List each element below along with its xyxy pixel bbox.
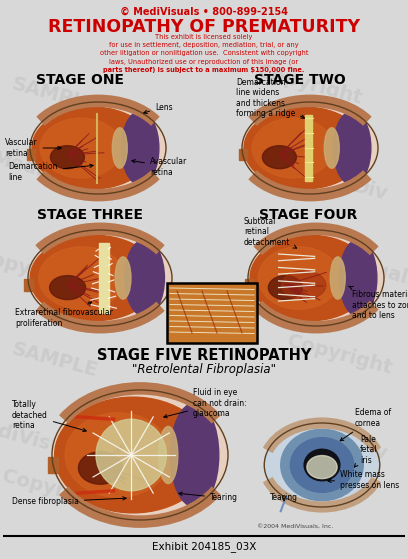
Bar xyxy=(27,149,35,160)
Ellipse shape xyxy=(268,276,302,300)
Text: Tearing: Tearing xyxy=(179,492,238,503)
Ellipse shape xyxy=(248,230,384,326)
Text: STAGE FIVE RETINOPATHY: STAGE FIVE RETINOPATHY xyxy=(97,348,311,363)
Text: Demarcation
line: Demarcation line xyxy=(8,162,93,182)
Ellipse shape xyxy=(242,102,378,194)
Text: Fibrous material
attaches to zonules
and to lens: Fibrous material attaches to zonules and… xyxy=(348,286,408,320)
Text: SAMPLE: SAMPLE xyxy=(10,74,100,116)
Text: STAGE FOUR: STAGE FOUR xyxy=(259,208,357,222)
Text: Tearing: Tearing xyxy=(270,494,298,503)
Ellipse shape xyxy=(281,429,363,501)
Ellipse shape xyxy=(262,146,296,169)
Ellipse shape xyxy=(333,111,371,185)
Ellipse shape xyxy=(290,438,354,492)
Ellipse shape xyxy=(65,413,171,498)
Text: SAMPLE: SAMPLE xyxy=(270,470,360,510)
Ellipse shape xyxy=(52,390,228,520)
Ellipse shape xyxy=(171,403,219,507)
Text: Vascular
retina: Vascular retina xyxy=(5,138,61,158)
Text: Copyright: Copyright xyxy=(0,467,110,513)
Text: This exhibit is licensed solely: This exhibit is licensed solely xyxy=(155,34,253,40)
Text: Exhibit 204185_03X: Exhibit 204185_03X xyxy=(152,541,256,552)
Text: Pale
fetal
iris: Pale fetal iris xyxy=(355,435,377,467)
Ellipse shape xyxy=(30,235,158,321)
Text: Copyright: Copyright xyxy=(255,62,365,108)
Ellipse shape xyxy=(304,449,340,481)
Ellipse shape xyxy=(250,235,371,321)
Text: STAGE TWO: STAGE TWO xyxy=(254,73,346,87)
Text: Extraretinal fibrovascular
proliferation: Extraretinal fibrovascular proliferation xyxy=(15,302,113,328)
Ellipse shape xyxy=(51,146,84,169)
Ellipse shape xyxy=(50,276,86,300)
Text: Avascular
retina: Avascular retina xyxy=(132,157,187,177)
Ellipse shape xyxy=(39,247,125,309)
Ellipse shape xyxy=(40,118,122,178)
Text: MediVisuals: MediVisuals xyxy=(289,239,408,291)
Text: White mass
presses on lens: White mass presses on lens xyxy=(328,470,399,490)
Text: Dense fibroplasia: Dense fibroplasia xyxy=(12,497,126,506)
Text: Edema of
cornea: Edema of cornea xyxy=(340,408,391,441)
Text: "Retrolental Fibroplasia": "Retrolental Fibroplasia" xyxy=(132,363,276,376)
Ellipse shape xyxy=(282,271,326,300)
Text: Demarcation
line widens
and thickens
forming a ridge: Demarcation line widens and thickens for… xyxy=(236,78,304,118)
Text: MediVisuals: MediVisuals xyxy=(0,414,96,466)
Ellipse shape xyxy=(258,247,340,309)
Bar xyxy=(305,115,312,181)
Ellipse shape xyxy=(122,111,159,185)
Ellipse shape xyxy=(28,230,172,326)
Bar xyxy=(245,280,253,291)
Bar xyxy=(24,280,33,291)
Ellipse shape xyxy=(78,452,122,484)
Ellipse shape xyxy=(96,419,166,491)
Bar xyxy=(167,283,257,343)
Ellipse shape xyxy=(252,118,334,178)
Text: ©2004 MediVisuals, Inc.: ©2004 MediVisuals, Inc. xyxy=(257,524,333,529)
Ellipse shape xyxy=(125,240,164,316)
Text: Fluid in eye
can not drain:
glaucoma: Fluid in eye can not drain: glaucoma xyxy=(164,388,246,418)
Text: Totally
detached
retina: Totally detached retina xyxy=(12,400,86,432)
Text: Subtotal
retinal
detachment: Subtotal retinal detachment xyxy=(244,217,297,248)
Ellipse shape xyxy=(112,128,127,168)
Text: © MediVisuals • 800-899-2154: © MediVisuals • 800-899-2154 xyxy=(120,7,288,17)
Text: parts thereof) is subject to a maximum $150,000 fine.: parts thereof) is subject to a maximum $… xyxy=(103,67,305,73)
Ellipse shape xyxy=(30,102,166,194)
Text: Copyright: Copyright xyxy=(0,247,84,293)
Ellipse shape xyxy=(158,427,178,484)
Text: STAGE THREE: STAGE THREE xyxy=(37,208,143,222)
Ellipse shape xyxy=(339,240,377,316)
Ellipse shape xyxy=(55,397,211,513)
Text: other litigation or nonlitigation use.  Consistent with copyright: other litigation or nonlitigation use. C… xyxy=(100,50,308,56)
Text: Div: Div xyxy=(350,436,390,464)
Bar xyxy=(99,243,109,312)
Ellipse shape xyxy=(244,107,365,189)
Ellipse shape xyxy=(307,456,337,479)
Text: STAGE ONE: STAGE ONE xyxy=(36,73,124,87)
Text: Copyright: Copyright xyxy=(286,332,395,378)
Text: MediVisuals: MediVisuals xyxy=(0,149,121,201)
Ellipse shape xyxy=(32,107,153,189)
Text: Div: Div xyxy=(350,176,390,204)
Text: Lens: Lens xyxy=(144,102,173,113)
Text: for use in settlement, deposition, mediation, trial, or any: for use in settlement, deposition, media… xyxy=(109,42,299,48)
Bar xyxy=(239,149,247,160)
Text: SAMPLE: SAMPLE xyxy=(10,339,100,381)
Ellipse shape xyxy=(264,423,380,507)
Text: RETINOPATHY OF PREMATURITY: RETINOPATHY OF PREMATURITY xyxy=(48,18,360,36)
Text: laws, Unauthorized use or reproduction of this image (or: laws, Unauthorized use or reproduction o… xyxy=(109,59,299,65)
Ellipse shape xyxy=(330,257,345,299)
Ellipse shape xyxy=(324,128,339,168)
Ellipse shape xyxy=(115,257,131,299)
Bar xyxy=(48,457,58,472)
